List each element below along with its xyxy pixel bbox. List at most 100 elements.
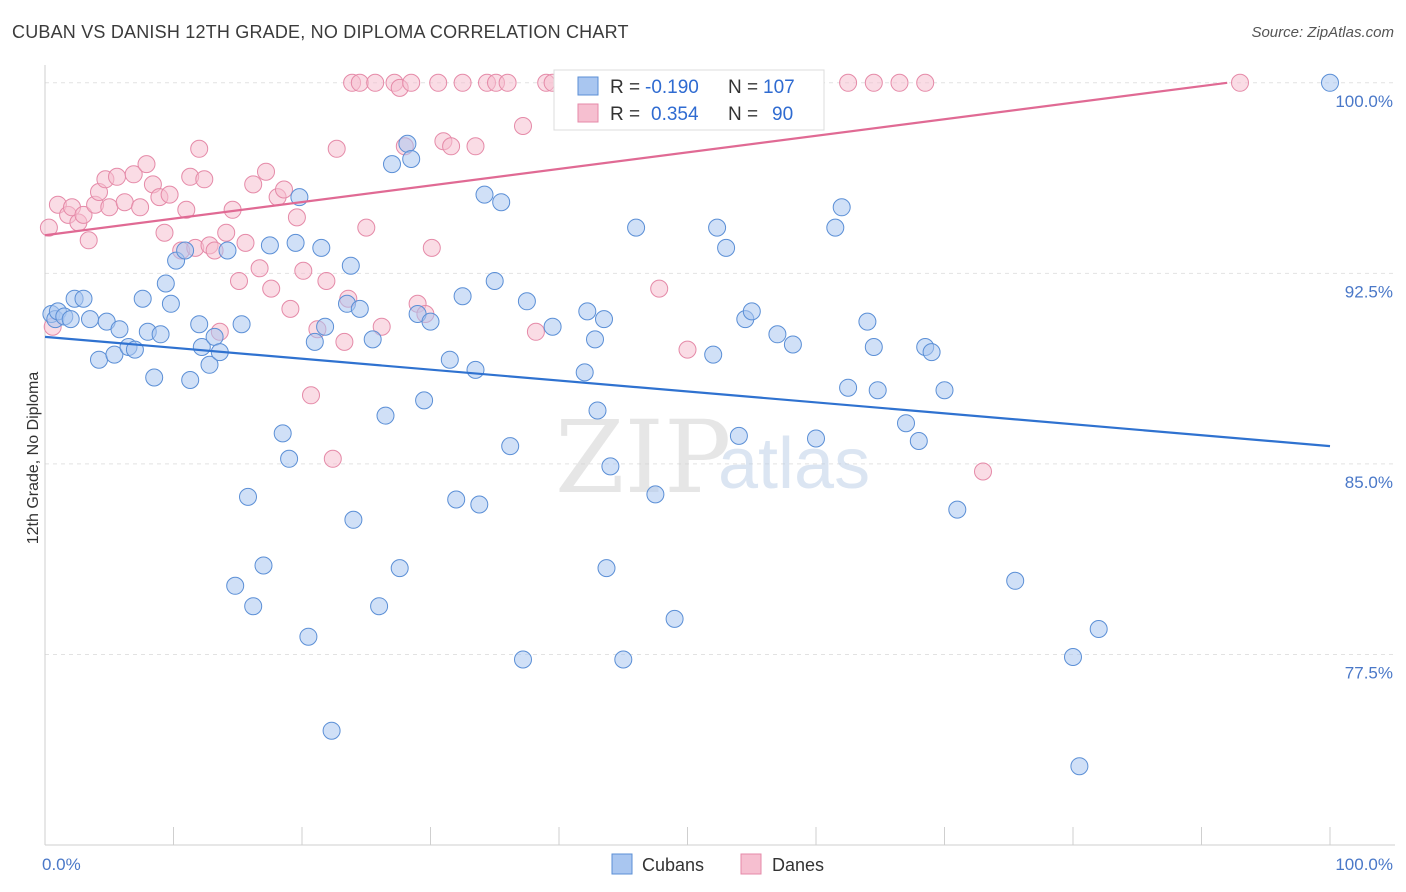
- cubans-point-7: [81, 310, 99, 329]
- cubans-point-79: [646, 485, 665, 504]
- cubans-point-66: [501, 437, 520, 456]
- cubans-point-73: [588, 401, 607, 420]
- cubans-point-33: [254, 556, 273, 575]
- series-legend-cubans: Cubans: [642, 855, 704, 875]
- legend-swatch-cubans: [577, 76, 599, 96]
- cubans-point-34: [260, 236, 279, 255]
- danes-point-88: [839, 73, 858, 92]
- danes-point-69: [498, 73, 517, 92]
- danes-point-25: [190, 139, 209, 158]
- cubans-point-88: [783, 335, 802, 354]
- legend-swatch-danes: [577, 103, 599, 123]
- series-legend-swatch-danes: [740, 853, 762, 875]
- cubans-point-25: [200, 355, 219, 374]
- cubans-point-46: [344, 510, 363, 529]
- cubans-point-6: [74, 289, 93, 308]
- cubans-point-49: [370, 597, 389, 616]
- cubans-point-29: [226, 576, 245, 595]
- cubans-point-58: [440, 350, 459, 369]
- cubans-point-61: [466, 360, 485, 379]
- danes-point-65: [453, 73, 472, 92]
- cubans-point-104: [1070, 757, 1089, 776]
- cubans-point-86: [742, 302, 761, 321]
- axes: [44, 65, 1395, 846]
- cubans-point-94: [864, 338, 883, 356]
- cubans-point-19: [161, 294, 180, 313]
- cubans-point-95: [868, 381, 887, 400]
- tick-labels: 100.0% 92.5% 85.0% 77.5% 0.0% 100.0%: [42, 92, 1393, 874]
- legend-r-label-cubans: R =: [610, 77, 640, 98]
- cubans-point-56: [415, 391, 434, 410]
- danes-point-37: [262, 279, 281, 298]
- cubans-point-96: [897, 414, 915, 433]
- danes-point-45: [317, 272, 336, 290]
- cubans-point-16: [145, 368, 164, 387]
- cubans-point-36: [280, 449, 299, 468]
- cubans-point-89: [807, 429, 825, 448]
- series-legend: Cubans Danes: [611, 853, 824, 875]
- danes-point-43: [302, 386, 320, 405]
- danes-point-7: [79, 231, 98, 250]
- danes-point-39: [275, 180, 293, 199]
- cubans-point-45: [341, 256, 360, 275]
- danes-point-19: [155, 223, 174, 242]
- cubans-point-67: [514, 650, 532, 669]
- cubans-point-68: [517, 292, 536, 311]
- danes-point-11: [100, 198, 119, 217]
- danes-point-26: [195, 170, 214, 189]
- cubans-point-92: [839, 378, 858, 397]
- cubans-point-64: [485, 272, 504, 290]
- cubans-point-63: [475, 185, 494, 204]
- danes-point-35: [250, 259, 269, 278]
- cubans-point-76: [601, 457, 620, 476]
- cubans-point-37: [286, 233, 305, 252]
- danes-point-71: [526, 322, 545, 341]
- cubans-point-28: [218, 241, 237, 260]
- danes-point-91: [916, 73, 935, 92]
- cubans-point-62: [470, 495, 489, 514]
- cubans-point-99: [922, 343, 941, 362]
- cubans-point-41: [312, 238, 331, 257]
- cubans-trend-line: [44, 335, 1331, 448]
- chart-title: CUBAN VS DANISH 12TH GRADE, NO DIPLOMA C…: [12, 22, 629, 42]
- danes-point-58: [402, 73, 421, 92]
- cubans-point-31: [239, 487, 257, 506]
- cubans-point-97: [909, 432, 928, 450]
- cubans-point-91: [832, 198, 851, 217]
- legend-r-value-cubans: -0.190: [645, 77, 699, 98]
- danes-point-66: [466, 137, 485, 156]
- cubans-point-87: [768, 325, 787, 344]
- cubans-point-4: [61, 310, 80, 329]
- cubans-point-47: [350, 299, 369, 318]
- trend-lines: [44, 81, 1331, 448]
- cubans-point-8: [90, 350, 108, 369]
- cubans-point-81: [704, 345, 723, 364]
- cubans-point-14: [133, 289, 152, 308]
- danes-point-22: [177, 200, 196, 219]
- cubans-point-53: [390, 559, 409, 578]
- danes-point-40: [281, 299, 300, 318]
- cubans-point-105: [1089, 620, 1108, 638]
- cubans-point-39: [299, 627, 318, 646]
- danes-point-62: [429, 73, 448, 92]
- cubans-point-77: [614, 650, 633, 669]
- legend-n-value-danes: 90: [772, 104, 793, 125]
- danes-point-53: [366, 73, 385, 92]
- cubans-point-106: [1321, 73, 1339, 92]
- cubans-point-93: [858, 312, 877, 331]
- cubans-point-17: [151, 325, 170, 344]
- cubans-point-59: [447, 490, 466, 509]
- cubans-point-84: [729, 426, 748, 445]
- cubans-point-43: [322, 721, 341, 740]
- cubans-point-30: [232, 315, 251, 334]
- cubans-point-90: [826, 218, 845, 237]
- cubans-point-11: [110, 320, 129, 339]
- danes-point-70: [514, 117, 532, 135]
- danes-point-42: [294, 261, 313, 280]
- cubans-point-54: [402, 150, 421, 168]
- cubans-point-82: [708, 218, 727, 237]
- cubans-point-72: [586, 330, 604, 349]
- correlation-legend: R = -0.190 N = 107 R = 0.354 N = 90: [553, 69, 825, 131]
- y-tick-label-3: 77.5%: [1345, 663, 1393, 682]
